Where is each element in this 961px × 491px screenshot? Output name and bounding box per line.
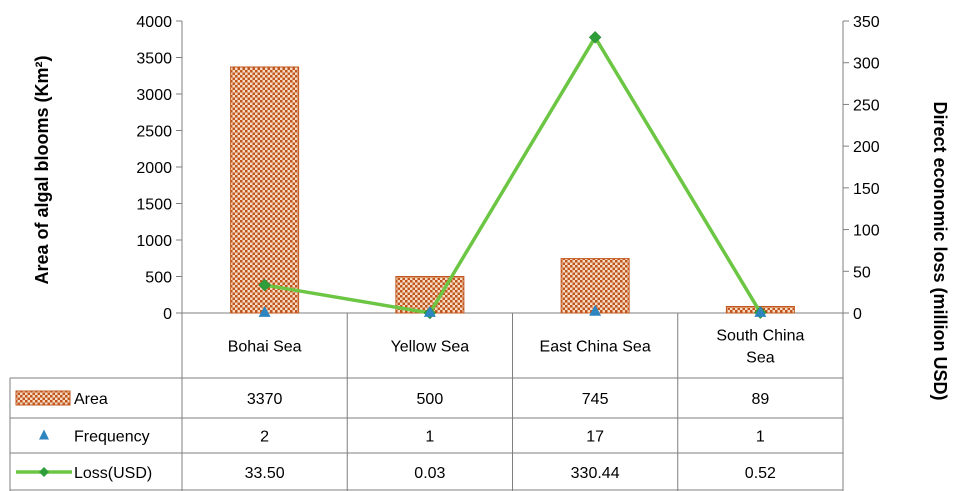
loss-line [264,33,762,315]
y-tick-label: 2000 [136,160,172,177]
table-cell: 2 [260,429,269,446]
ticks: 0 500 1000 1500 2000 2500 3000 3500 4000 0 50 100 15… [136,14,879,323]
category-label: East China Sea [540,339,651,356]
y-tick-label: 2500 [136,124,172,141]
table-cell: 33.50 [245,465,285,482]
frequency-point [258,305,271,317]
frequency-point [423,305,436,317]
y2-axis-title: Direct economic loss (million USD) [930,101,950,400]
y-axis-title: Area of algal blooms (Km²) [32,55,52,284]
y-tick-label: 3000 [136,87,172,104]
y-tick-label: 3500 [136,51,172,68]
bar-area [560,258,630,314]
y2-tick-label: 200 [853,139,880,156]
bars [230,66,795,314]
table-cell: 500 [417,391,444,408]
markers [258,30,767,320]
table-cell: 3370 [247,391,283,408]
y-tick-label: 4000 [136,14,172,31]
category-label: Yellow Sea [391,339,470,356]
table-cell: 89 [751,391,769,408]
data-table: Bohai Sea Yellow Sea East China Sea South C… [9,313,843,491]
y2-tick-label: 50 [853,264,871,281]
legend-key-loss-marker [39,467,49,477]
loss-series-line [264,33,762,315]
y-tick-label: 1500 [136,197,172,214]
table-cell: 330.44 [571,465,620,482]
y2-tick-label: 100 [853,223,880,240]
y-tick-label: 500 [145,270,172,287]
y2-tick-label: 0 [853,306,862,323]
y-tick-label: 1000 [136,233,172,250]
y2-tick-label: 150 [853,181,880,198]
category-label: Bohai Sea [228,339,302,356]
table-cell: 17 [586,429,604,446]
frequency-point [589,304,602,316]
category-label: South China [716,328,804,345]
table-cell: 1 [756,429,765,446]
table-cell: 0.03 [414,465,445,482]
table-cell: 0.52 [745,465,776,482]
legend-key-area [15,390,71,406]
frequency-point [754,305,767,317]
legend-label: Loss(USD) [74,465,152,482]
loss-point [258,278,271,292]
table-cell: 745 [582,391,609,408]
loss-point [588,30,602,44]
table-cell: 1 [425,429,434,446]
y2-tick-label: 300 [853,56,880,73]
y2-tick-label: 350 [853,14,880,31]
y-tick-label: 0 [163,306,172,323]
legend-label: Area [74,391,108,408]
category-label: Sea [746,350,775,367]
bar-area [230,66,300,314]
legend-label: Frequency [74,429,150,446]
y2-tick-label: 250 [853,97,880,114]
legend-key-frequency [39,429,49,440]
